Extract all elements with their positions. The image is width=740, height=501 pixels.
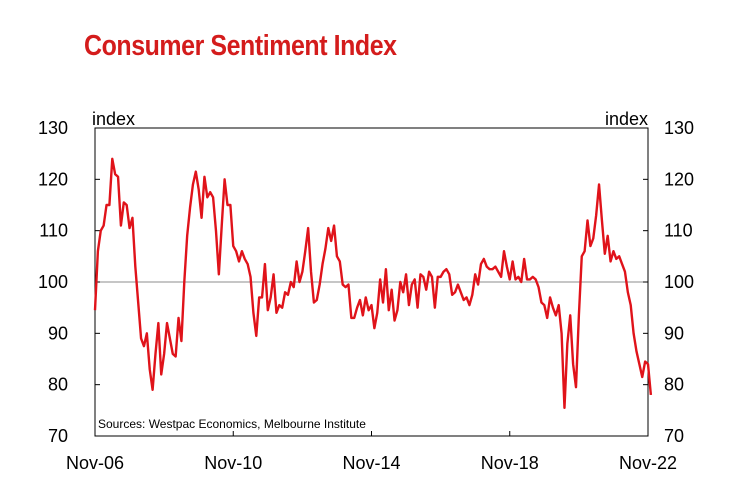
- y-tick-label-left: 110: [39, 221, 68, 241]
- y-tick-label-right: 110: [664, 221, 693, 241]
- right-axis: 70 80 90 100 110 120 130: [643, 118, 694, 446]
- x-tick-label: Nov-06: [66, 453, 124, 473]
- y-tick-label-right: 90: [664, 323, 684, 343]
- y-tick-label-left: 130: [38, 118, 68, 138]
- y-tick-label-right: 100: [664, 272, 694, 292]
- y-tick-label-left: 70: [48, 426, 68, 446]
- y-tick-label-left: 100: [38, 272, 68, 292]
- x-tick-label: Nov-18: [481, 453, 539, 473]
- x-tick-label: Nov-14: [342, 453, 400, 473]
- y-tick-label-right: 70: [664, 426, 684, 446]
- y-tick-label-right: 120: [664, 169, 694, 189]
- y-tick-label-left: 90: [48, 323, 68, 343]
- left-axis-label: index: [92, 109, 135, 129]
- left-axis: 70 80 90 100 110 120 130: [38, 118, 100, 446]
- x-tick-label: Nov-10: [204, 453, 262, 473]
- source-note: Sources: Westpac Economics, Melbourne In…: [98, 417, 366, 431]
- y-tick-label-left: 80: [48, 375, 68, 395]
- right-axis-label: index: [605, 109, 648, 129]
- x-tick-label: Nov-22: [619, 453, 677, 473]
- chart-title: Consumer Sentiment Index: [84, 30, 397, 62]
- x-axis: Nov-06 Nov-10 Nov-14 Nov-18 Nov-22: [66, 431, 677, 473]
- y-tick-label-right: 130: [664, 118, 694, 138]
- y-tick-label-right: 80: [664, 375, 684, 395]
- y-tick-label-left: 120: [38, 169, 68, 189]
- series-line: [93, 157, 653, 409]
